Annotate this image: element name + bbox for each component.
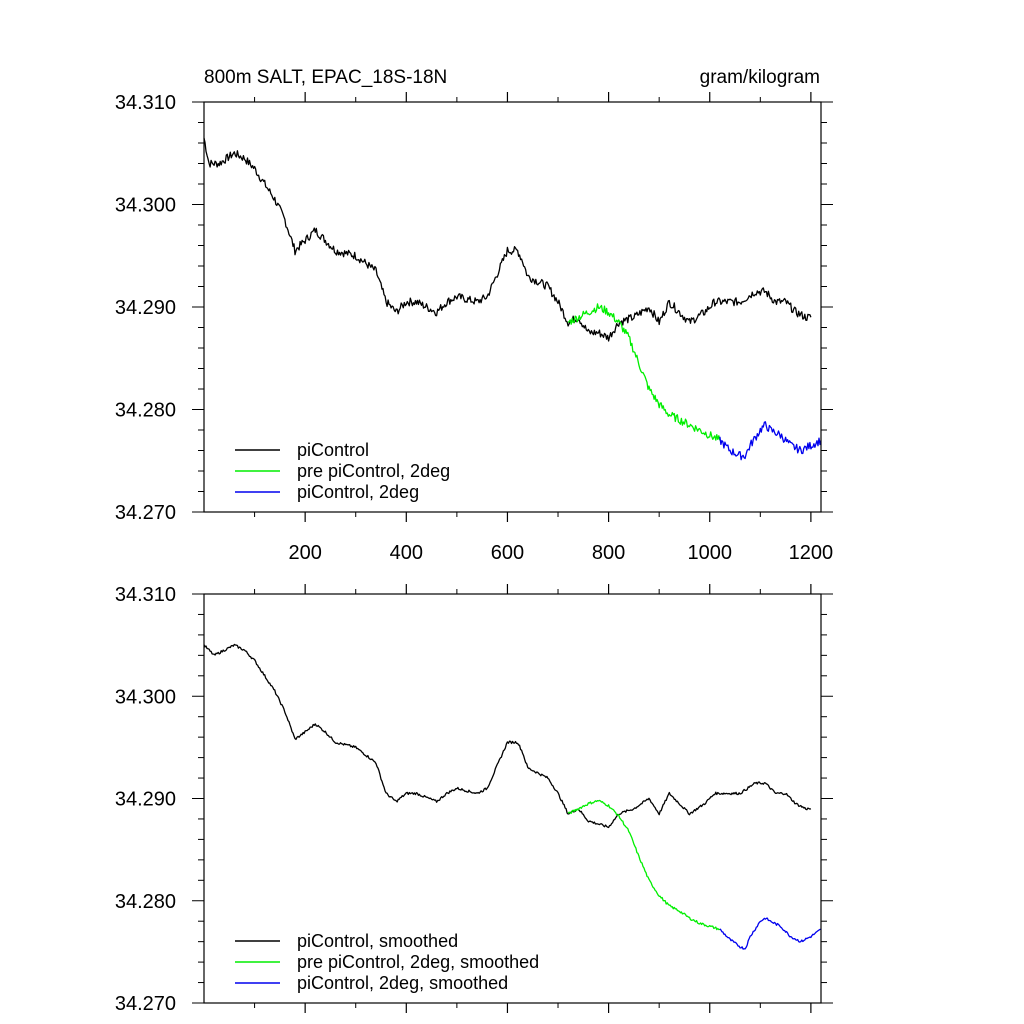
- y-tick-label: 34.270: [115, 993, 176, 1015]
- legend-label-2: piControl, 2deg: [297, 482, 419, 502]
- y-tick-labels: 34.310 34.300 34.290 34.280 34.270: [115, 92, 176, 524]
- y-tick-label: 34.270: [115, 502, 176, 524]
- series-lines: [203, 137, 822, 461]
- x-tick-label: 1000: [687, 542, 732, 564]
- series-line-2: [719, 421, 822, 461]
- legend-label-2: piControl, 2deg, smoothed: [297, 973, 508, 993]
- y-tick-label: 34.300: [115, 195, 176, 217]
- bottom-panel: 34.310 34.300 34.290 34.280 34.270 piControl…: [115, 584, 833, 1015]
- x-tick-label: 200: [288, 542, 321, 564]
- plot-frame: [203, 593, 822, 1004]
- x-tick-label: 600: [491, 542, 524, 564]
- series-line-0: [203, 643, 812, 829]
- series-line-2: [719, 917, 821, 950]
- legend-label-0: piControl: [297, 440, 369, 460]
- y-tick-labels: 34.310 34.300 34.290 34.280 34.270: [115, 584, 176, 1015]
- x-tick-labels: 200 400 600 800 1000 1200: [288, 542, 833, 564]
- legend-label-0: piControl, smoothed: [297, 931, 458, 951]
- axis-ticks: [192, 92, 833, 522]
- series-lines: [203, 643, 821, 950]
- y-tick-label: 34.280: [115, 891, 176, 913]
- y-tick-label: 34.300: [115, 686, 176, 708]
- y-tick-label: 34.290: [115, 789, 176, 811]
- top-panel: 800m SALT, EPAC_18S-18N gram/kilogram 20…: [115, 67, 833, 564]
- x-tick-label: 400: [390, 542, 423, 564]
- y-tick-label: 34.310: [115, 584, 176, 606]
- legend-label-1: pre piControl, 2deg: [297, 461, 450, 481]
- series-line-1: [567, 303, 721, 441]
- legend-label-1: pre piControl, 2deg, smoothed: [297, 952, 539, 972]
- y-tick-label: 34.280: [115, 400, 176, 422]
- series-line-0: [203, 137, 812, 342]
- y-tick-label: 34.290: [115, 297, 176, 319]
- plot-frame: [203, 101, 822, 513]
- chart-title: 800m SALT, EPAC_18S-18N: [204, 67, 447, 88]
- series-line-1: [567, 799, 721, 931]
- x-tick-label: 1200: [789, 542, 834, 564]
- units-label: gram/kilogram: [700, 67, 820, 88]
- y-tick-label: 34.310: [115, 92, 176, 114]
- x-tick-label: 800: [592, 542, 625, 564]
- axis-ticks: [192, 584, 833, 1013]
